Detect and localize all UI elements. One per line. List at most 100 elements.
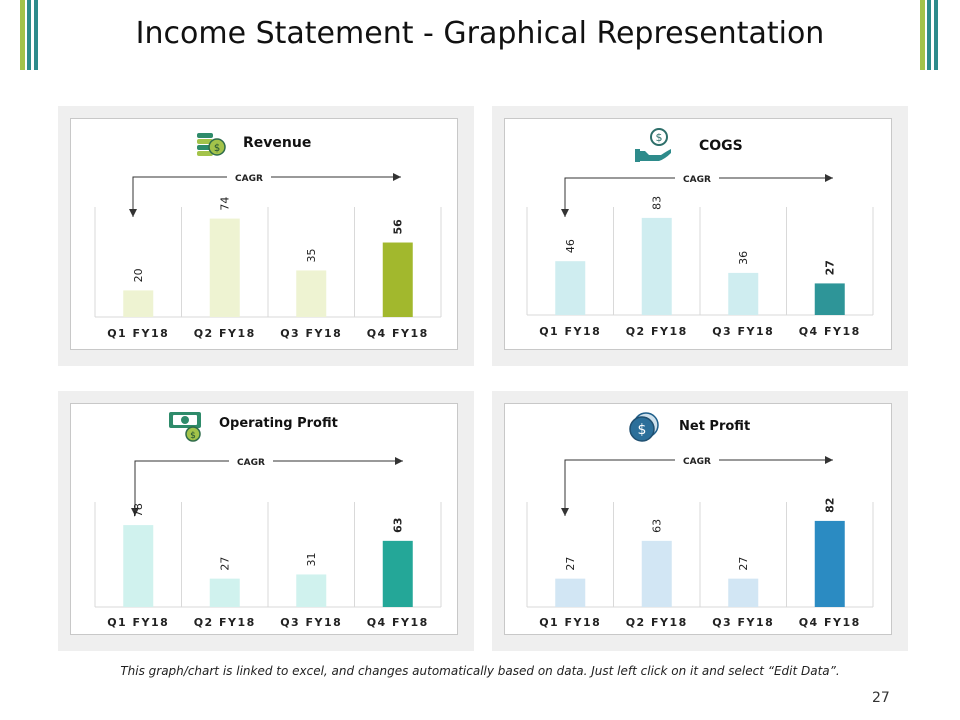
cagr-label: CAGR	[683, 457, 711, 467]
footer-note: This graph/chart is linked to excel, and…	[120, 664, 840, 678]
cagr-arrow-head-down	[561, 209, 569, 217]
data-label: 31	[305, 552, 318, 566]
data-label: 63	[392, 518, 405, 533]
bar	[382, 540, 413, 607]
bar	[123, 525, 154, 607]
svg-text:$: $	[190, 431, 196, 441]
chart-title: Revenue	[243, 135, 312, 151]
tick-label: Q2 FY18	[194, 327, 256, 340]
cagr-label: CAGR	[683, 175, 711, 185]
tick-label: Q3 FY18	[280, 327, 342, 340]
tick-label: Q3 FY18	[712, 325, 774, 338]
data-label: 82	[824, 498, 837, 513]
tick-label: Q3 FY18	[712, 616, 774, 629]
page-number: 27	[872, 690, 890, 706]
data-label: 83	[651, 196, 664, 210]
cagr-arrow-head-right	[395, 457, 403, 465]
tick-label: Q2 FY18	[626, 325, 688, 338]
data-label: 27	[219, 557, 232, 571]
data-label: 35	[305, 248, 318, 262]
chart-panel-revenue[interactable]: $ Revenue CAGR 20 Q1 FY18 74 Q2 FY18 35 Q3 FY1…	[58, 106, 474, 366]
data-label: 74	[219, 197, 232, 211]
bar	[641, 540, 672, 607]
tick-label: Q1 FY18	[539, 325, 601, 338]
bar	[296, 574, 327, 607]
tick-label: Q1 FY18	[107, 616, 169, 629]
bar-chart-operating-profit: CAGR 78 Q1 FY18 27 Q2 FY18 31 Q3 FY18 63 Q4 FY18	[94, 454, 442, 629]
corner-stripe-right-teal-2	[934, 0, 938, 70]
data-label: 27	[737, 557, 750, 571]
cagr-label-bg	[675, 171, 719, 185]
tick-label: Q4 FY18	[799, 325, 861, 338]
data-label: 63	[651, 519, 664, 533]
dollar-circle-icon: $	[629, 412, 659, 442]
chart-panel-operating-profit[interactable]: $ Operating Profit CAGR 78 Q1 FY18 27 Q2 FY1…	[58, 391, 474, 651]
corner-stripe-left-teal	[27, 0, 31, 70]
tick-label: Q3 FY18	[280, 616, 342, 629]
cagr-arrow-head-right	[825, 174, 833, 182]
svg-text:$: $	[214, 143, 220, 154]
tick-label: Q1 FY18	[107, 327, 169, 340]
chart-frame: $ COGS CAGR 46 Q1 FY18 83 Q2 FY18 36 Q3 FY18 27…	[504, 118, 892, 350]
svg-text:$: $	[638, 422, 647, 438]
tick-label: Q4 FY18	[367, 616, 429, 629]
bar	[814, 283, 845, 315]
cagr-arrow-head-down	[131, 508, 139, 516]
data-label: 27	[564, 557, 577, 571]
bar	[641, 217, 672, 315]
corner-stripe-left-green	[20, 0, 25, 70]
money-bill-icon: $	[169, 412, 201, 442]
chart-frame: $ Net Profit CAGR 27 Q1 FY18 63 Q2 FY18 27 Q3 …	[504, 403, 892, 635]
chart-panel-net-profit[interactable]: $ Net Profit CAGR 27 Q1 FY18 63 Q2 FY18 27 Q3 …	[492, 391, 908, 651]
bar	[123, 290, 154, 317]
tick-label: Q2 FY18	[626, 616, 688, 629]
cagr-arrow-line	[564, 459, 833, 516]
chart-frame: $ Operating Profit CAGR 78 Q1 FY18 27 Q2 FY1…	[70, 403, 458, 635]
bar	[209, 218, 240, 317]
bar	[814, 520, 845, 607]
bar	[728, 578, 759, 607]
cagr-label: CAGR	[237, 458, 265, 468]
bar-chart-revenue: CAGR 20 Q1 FY18 74 Q2 FY18 35 Q3 FY18 56 Q4 FY18	[94, 170, 442, 340]
data-label: 36	[737, 251, 750, 265]
bar	[209, 578, 240, 607]
hand-coin-icon: $	[635, 128, 671, 162]
data-label: 27	[824, 260, 837, 275]
cagr-arrow-line	[564, 177, 833, 217]
cagr-arrow-line	[134, 460, 403, 516]
data-label: 20	[132, 268, 145, 282]
page-title: Income Statement - Graphical Representat…	[135, 16, 825, 51]
cagr-label-bg	[229, 454, 273, 468]
bar-chart-cogs: CAGR 46 Q1 FY18 83 Q2 FY18 36 Q3 FY18 27 Q4 FY18	[526, 171, 874, 338]
bar	[555, 578, 586, 607]
corner-stripe-left-teal-2	[34, 0, 38, 70]
tick-label: Q1 FY18	[539, 616, 601, 629]
data-label: 46	[564, 239, 577, 253]
cagr-label: CAGR	[235, 174, 263, 184]
data-label: 56	[392, 219, 405, 235]
chart-title: COGS	[699, 138, 743, 154]
bar	[728, 272, 759, 315]
cagr-label-bg	[227, 170, 271, 184]
bar	[296, 270, 327, 317]
corner-stripe-right-green	[920, 0, 925, 70]
chart-panel-cogs[interactable]: $ COGS CAGR 46 Q1 FY18 83 Q2 FY18 36 Q3 FY18 27…	[492, 106, 908, 366]
tick-label: Q4 FY18	[799, 616, 861, 629]
cagr-arrow-head-down	[129, 209, 137, 217]
cagr-label-bg	[675, 453, 719, 467]
chart-frame: $ Revenue CAGR 20 Q1 FY18 74 Q2 FY18 35 Q3 FY1…	[70, 118, 458, 350]
corner-stripe-right-teal	[927, 0, 931, 70]
cagr-arrow-line	[132, 176, 401, 217]
cagr-arrow-head-right	[825, 456, 833, 464]
bar-chart-net-profit: CAGR 27 Q1 FY18 63 Q2 FY18 27 Q3 FY18 82 Q4 FY18	[526, 453, 874, 629]
bar	[382, 242, 413, 317]
bar	[555, 261, 586, 315]
chart-title: Net Profit	[679, 419, 751, 434]
tick-label: Q2 FY18	[194, 616, 256, 629]
svg-text:$: $	[656, 131, 663, 144]
data-label: 78	[132, 503, 145, 517]
coins-icon: $	[197, 133, 226, 156]
tick-label: Q4 FY18	[367, 327, 429, 340]
chart-title: Operating Profit	[219, 416, 338, 431]
cagr-arrow-head-right	[393, 173, 401, 181]
